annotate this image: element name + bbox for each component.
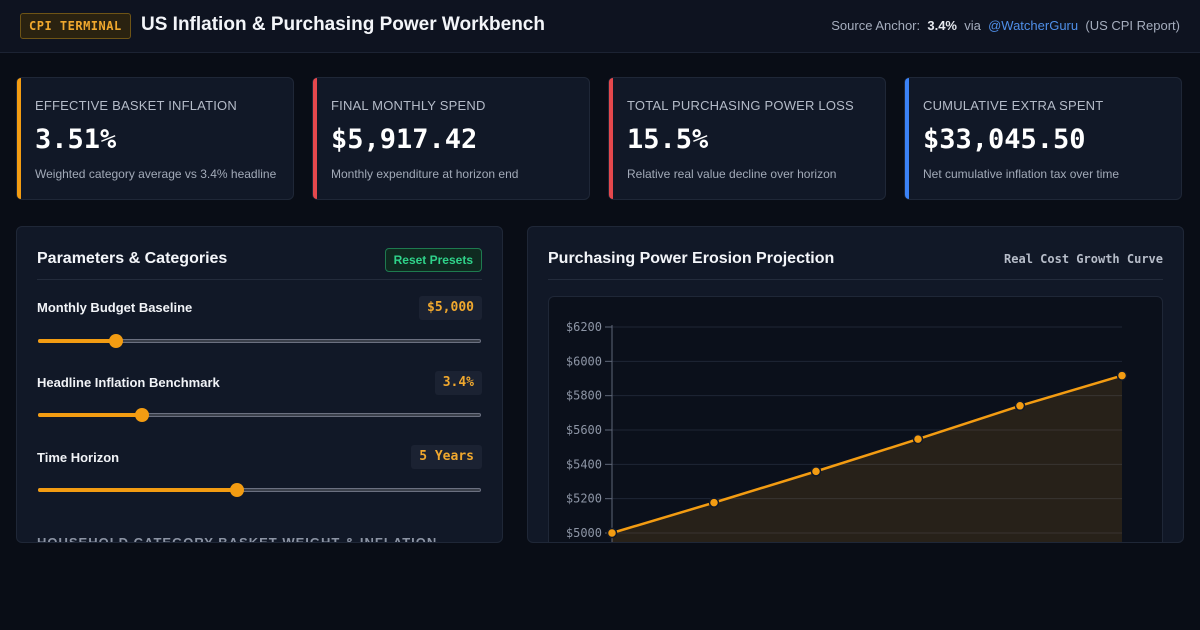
kpi-accent-bar bbox=[17, 78, 21, 199]
slider-thumb[interactable] bbox=[108, 334, 123, 348]
slider-thumb[interactable] bbox=[230, 483, 245, 497]
data-point bbox=[810, 466, 822, 477]
source-via: via bbox=[964, 18, 981, 33]
kpi-label: EFFECTIVE BASKET INFLATION bbox=[35, 98, 237, 113]
y-tick-label: $5800 bbox=[566, 389, 602, 403]
series-area bbox=[612, 375, 1122, 542]
chart-subtitle: Real Cost Growth Curve bbox=[1004, 252, 1163, 266]
kpi-value: 15.5% bbox=[627, 124, 709, 155]
slider-fill bbox=[38, 413, 143, 417]
category-section-heading: HOUSEHOLD CATEGORY BASKET WEIGHT & INFLA… bbox=[37, 535, 438, 543]
kpi-accent-bar bbox=[313, 78, 317, 199]
data-point bbox=[708, 497, 720, 508]
y-tick-label: $5200 bbox=[566, 492, 602, 506]
y-tick-label: $6000 bbox=[566, 354, 602, 368]
y-tick-label: $5000 bbox=[566, 526, 602, 540]
data-point bbox=[912, 433, 924, 445]
horizon-slider[interactable] bbox=[38, 483, 481, 497]
kpi-subtext: Weighted category average vs 3.4% headli… bbox=[35, 167, 277, 181]
budget-value: $5,000 bbox=[419, 296, 482, 320]
y-tick-label: $5400 bbox=[566, 457, 602, 471]
slider-fill bbox=[38, 339, 116, 343]
horizon-value: 5 Years bbox=[411, 445, 482, 469]
data-point bbox=[1014, 400, 1026, 412]
source-link[interactable]: @WatcherGuru bbox=[988, 18, 1079, 33]
headline-slider[interactable] bbox=[38, 408, 481, 422]
kpi-accent-bar bbox=[905, 78, 909, 199]
parameters-title: Parameters & Categories bbox=[37, 250, 228, 267]
kpi-label: TOTAL PURCHASING POWER LOSS bbox=[627, 98, 854, 113]
reset-presets-button[interactable]: Reset Presets bbox=[384, 248, 482, 272]
data-point bbox=[1116, 370, 1128, 381]
kpi-subtext: Monthly expenditure at horizon end bbox=[331, 167, 519, 181]
chart-panel: Purchasing Power Erosion Projection Real… bbox=[527, 226, 1184, 543]
chart-title: Purchasing Power Erosion Projection bbox=[548, 250, 835, 267]
y-tick-label: $6200 bbox=[566, 320, 602, 334]
source-value: 3.4% bbox=[927, 18, 957, 33]
divider bbox=[37, 279, 482, 280]
source-label: Source Anchor: bbox=[831, 18, 921, 33]
budget-slider[interactable] bbox=[38, 334, 481, 348]
kpi-label: FINAL MONTHLY SPEND bbox=[331, 98, 486, 113]
source-anchor: Source Anchor: 3.4% via @WatcherGuru (US… bbox=[831, 18, 1180, 33]
kpi-value: $5,917.42 bbox=[331, 124, 478, 155]
kpi-card-extra-spent: CUMULATIVE EXTRA SPENT $33,045.50 Net cu… bbox=[904, 77, 1182, 200]
page-title: US Inflation & Purchasing Power Workbenc… bbox=[141, 14, 545, 35]
kpi-label: CUMULATIVE EXTRA SPENT bbox=[923, 98, 1104, 113]
top-bar: CPI TERMINAL US Inflation & Purchasing P… bbox=[0, 0, 1200, 53]
data-point bbox=[606, 527, 618, 539]
budget-label: Monthly Budget Baseline bbox=[37, 300, 193, 315]
headline-label: Headline Inflation Benchmark bbox=[37, 375, 220, 390]
headline-value: 3.4% bbox=[434, 371, 482, 395]
slider-thumb[interactable] bbox=[135, 408, 150, 422]
kpi-value: $33,045.50 bbox=[923, 124, 1086, 155]
divider bbox=[548, 279, 1163, 280]
chart-area: $5000 $5200 $5400 $5600 $5800 $6000 $6200 bbox=[548, 296, 1163, 542]
kpi-value: 3.51% bbox=[35, 124, 117, 155]
y-tick-label: $5600 bbox=[566, 423, 602, 437]
kpi-accent-bar bbox=[609, 78, 613, 199]
slider-fill bbox=[38, 488, 238, 492]
app-tag: CPI TERMINAL bbox=[20, 13, 131, 39]
kpi-card-purchasing-loss: TOTAL PURCHASING POWER LOSS 15.5% Relati… bbox=[608, 77, 886, 200]
horizon-label: Time Horizon bbox=[37, 450, 120, 465]
kpi-subtext: Net cumulative inflation tax over time bbox=[923, 167, 1120, 181]
erosion-chart: $5000 $5200 $5400 $5600 $5800 $6000 $6200 bbox=[566, 320, 1128, 542]
parameters-panel: Parameters & Categories Reset Presets Mo… bbox=[16, 226, 503, 543]
source-note: (US CPI Report) bbox=[1085, 18, 1180, 33]
series-line bbox=[611, 374, 1123, 535]
kpi-card-final-spend: FINAL MONTHLY SPEND $5,917.42 Monthly ex… bbox=[312, 77, 590, 200]
kpi-subtext: Relative real value decline over horizon bbox=[627, 167, 837, 181]
kpi-card-basket-inflation: EFFECTIVE BASKET INFLATION 3.51% Weighte… bbox=[16, 77, 294, 200]
